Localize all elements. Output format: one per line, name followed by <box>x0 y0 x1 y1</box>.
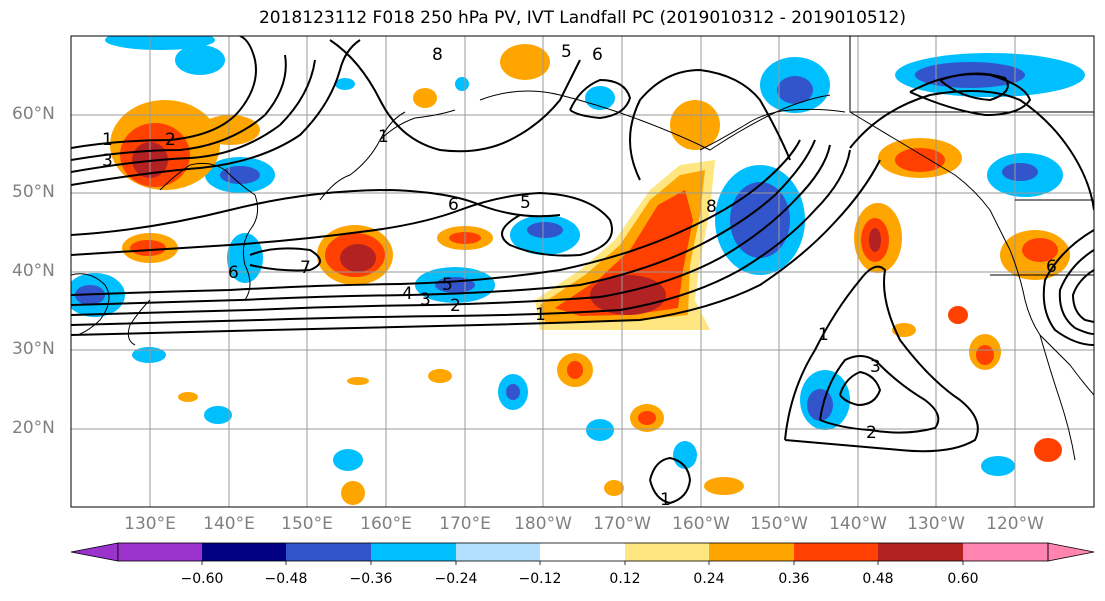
lon-label-150E: 150°E <box>281 514 333 534</box>
contour-label: 6 <box>1046 257 1057 277</box>
negative-shading <box>71 36 1085 476</box>
contour-label: 6 <box>592 45 603 65</box>
lon-label-130E: 130°E <box>124 514 176 534</box>
colorbar-tick-label: −0.24 <box>434 571 478 587</box>
colorbar-tick-label: 0.48 <box>862 571 894 587</box>
lat-label-20N: 20°N <box>12 418 55 438</box>
colorbar-tick-label: −0.60 <box>180 571 224 587</box>
contour-label: 2 <box>165 130 176 150</box>
lon-label-140E: 140°E <box>203 514 255 534</box>
colorbar-tick-label: −0.12 <box>518 571 562 587</box>
contour-label: 5 <box>442 275 453 295</box>
contour-label: 6 <box>448 195 459 215</box>
colorbar <box>70 542 1095 565</box>
contour-label-group: 1 2 3 6 5 7 5 4 3 2 1 8 5 6 8 1 3 2 1 6 … <box>102 42 1057 510</box>
lat-label-60N: 60°N <box>12 104 55 124</box>
contour-label: 1 <box>378 127 389 147</box>
lon-label-130W: 130°W <box>907 514 965 534</box>
colorbar-tick-label: −0.48 <box>264 571 308 587</box>
contour-label: 3 <box>870 357 881 377</box>
graticule <box>71 36 1094 507</box>
contour-label: 3 <box>102 151 113 171</box>
colorbar-tick-label: 0.24 <box>693 571 725 587</box>
lon-label-160W: 160°W <box>672 514 730 534</box>
lat-label-50N: 50°N <box>12 182 55 202</box>
contour-label: 1 <box>535 305 546 325</box>
contour-label: 5 <box>520 193 531 213</box>
colorbar-tick-label: 0.36 <box>778 571 810 587</box>
contour-label: 4 <box>402 284 413 304</box>
colorbar-tick-label: 0.60 <box>947 571 979 587</box>
lat-label-40N: 40°N <box>12 261 55 281</box>
lon-label-170W: 170°W <box>593 514 651 534</box>
contour-label: 8 <box>432 45 443 65</box>
lon-label-120W: 120°W <box>986 514 1044 534</box>
colorbar-min-extension <box>70 542 119 562</box>
lat-label-30N: 30°N <box>12 339 55 359</box>
colorbar-max-extension <box>1047 542 1095 562</box>
colorbar-tick-label: −0.36 <box>349 571 393 587</box>
colorbar-tick-label: 0.12 <box>609 571 641 587</box>
lon-label-160E: 160°E <box>360 514 412 534</box>
contour-label: 2 <box>450 296 461 316</box>
lon-label-150W: 150°W <box>750 514 808 534</box>
contour-label: 1 <box>660 490 671 510</box>
contour-label: 1 <box>102 130 113 150</box>
lon-label-180W: 180°W <box>514 514 572 534</box>
contour-label: 1 <box>818 325 829 345</box>
contour-lines <box>71 36 1094 505</box>
contour-label: 6 <box>228 263 239 283</box>
contour-label: 8 <box>706 197 717 217</box>
coastlines <box>71 36 1094 461</box>
lon-label-170E: 170°E <box>439 514 491 534</box>
contour-label: 7 <box>300 258 311 278</box>
contour-label: 5 <box>561 42 572 62</box>
contour-label: 2 <box>866 423 877 443</box>
contour-label: 3 <box>420 290 431 310</box>
map-title: 2018123112 F018 250 hPa PV, IVT Landfall… <box>258 8 906 28</box>
plot-frame <box>70 35 1095 508</box>
lon-label-140W: 140°W <box>829 514 887 534</box>
